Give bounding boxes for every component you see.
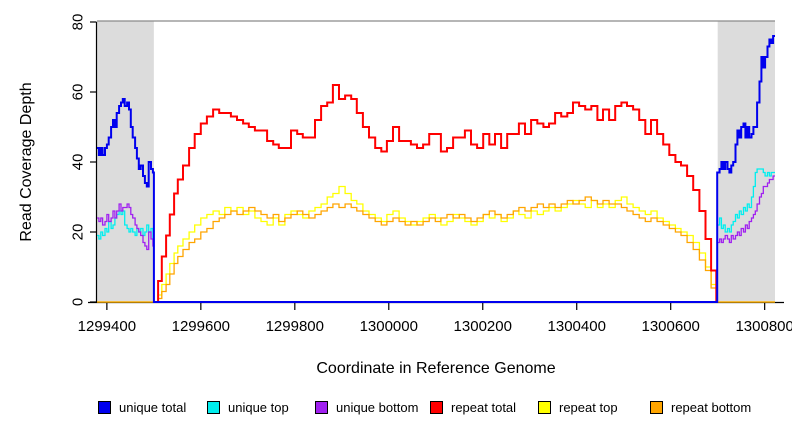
x-tick-label: 1299800 [266,318,324,335]
x-tick-label: 1300600 [641,318,699,335]
series-repeat-total [153,84,718,303]
x-tick-label: 1300400 [548,318,606,335]
shaded-region [97,21,154,302]
series-repeat-bottom [97,196,775,303]
y-tick-label: 60 [70,84,87,101]
y-tick-label: 0 [70,298,87,306]
x-tick-label: 1300800 [735,318,792,335]
y-tick-label: 40 [70,154,87,171]
y-tick-label: 80 [70,14,87,31]
x-tick-label: 1300200 [454,318,512,335]
series-repeat-top [97,185,775,303]
x-tick-label: 1299400 [78,318,136,335]
y-tick-label: 20 [70,224,87,241]
series-unique-total [97,35,775,303]
y-axis-title: Read Coverage Depth [18,82,35,242]
x-axis-title: Coordinate in Reference Genome [316,360,556,377]
series-unique-top [97,168,775,303]
x-tick-label: 1299600 [172,318,230,335]
x-tick-label: 1300000 [360,318,418,335]
